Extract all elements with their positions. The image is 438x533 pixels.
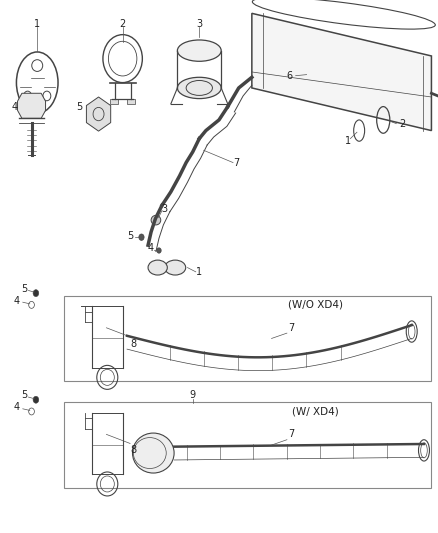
- Ellipse shape: [33, 397, 39, 403]
- Text: 1: 1: [34, 19, 40, 29]
- Text: (W/O XD4): (W/O XD4): [288, 300, 343, 310]
- Ellipse shape: [132, 433, 174, 473]
- Text: 3: 3: [196, 19, 202, 29]
- Text: 7: 7: [288, 323, 294, 333]
- Text: (W/ XD4): (W/ XD4): [292, 407, 339, 416]
- Text: 1: 1: [345, 136, 351, 146]
- Text: 7: 7: [288, 430, 294, 439]
- Text: 6: 6: [286, 71, 292, 80]
- Text: 4: 4: [11, 102, 18, 111]
- Polygon shape: [252, 13, 431, 131]
- Text: 5: 5: [21, 391, 27, 400]
- Text: 5: 5: [21, 284, 27, 294]
- Ellipse shape: [177, 77, 221, 99]
- Ellipse shape: [177, 40, 221, 61]
- Text: 9: 9: [190, 391, 196, 400]
- Bar: [127, 99, 135, 104]
- Polygon shape: [18, 93, 46, 118]
- Ellipse shape: [165, 260, 186, 275]
- Ellipse shape: [151, 215, 161, 225]
- Text: 4: 4: [148, 244, 154, 253]
- Text: 8: 8: [131, 446, 137, 455]
- Text: 1: 1: [196, 267, 202, 277]
- Text: 8: 8: [131, 339, 137, 349]
- Text: 7: 7: [233, 158, 240, 167]
- Polygon shape: [86, 97, 111, 131]
- Ellipse shape: [148, 260, 167, 275]
- Text: 3: 3: [161, 204, 167, 214]
- Text: 5: 5: [77, 102, 83, 111]
- Text: 2: 2: [399, 119, 405, 128]
- Ellipse shape: [139, 234, 144, 240]
- Text: 5: 5: [127, 231, 134, 240]
- Bar: [110, 99, 118, 104]
- Bar: [64, 402, 431, 488]
- Bar: [64, 296, 431, 381]
- Ellipse shape: [33, 290, 39, 296]
- Ellipse shape: [157, 248, 161, 253]
- Text: 4: 4: [14, 402, 20, 412]
- Text: 4: 4: [14, 296, 20, 305]
- Text: 2: 2: [120, 19, 126, 29]
